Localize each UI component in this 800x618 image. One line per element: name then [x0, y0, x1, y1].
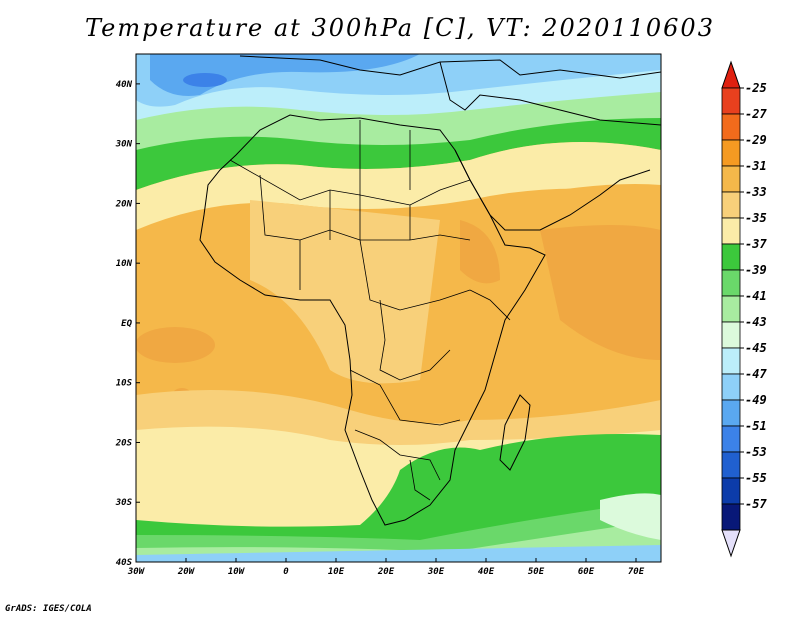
colorbar-swatch	[721, 477, 741, 505]
colorbar-top-arrow	[721, 60, 741, 89]
latitude-labels: 40N 30N 20N 10N EQ 10S 20S 30S 40S	[115, 80, 140, 568]
lat-label: 30N	[115, 140, 133, 150]
lon-label: 50E	[528, 567, 545, 577]
lon-label: 10E	[328, 567, 345, 577]
lon-label: 60E	[578, 567, 595, 577]
colorbar-label: -51	[745, 419, 767, 433]
lon-label: 30W	[127, 567, 146, 577]
coastlines	[199, 55, 661, 526]
lon-label: 20W	[177, 567, 196, 577]
colorbar-label: -33	[745, 185, 767, 199]
lon-label: 10W	[228, 567, 246, 577]
colorbar-label: -27	[745, 107, 767, 121]
colorbar-label: -55	[745, 471, 767, 485]
colorbar-label: -43	[745, 315, 767, 329]
colorbar-swatch	[721, 451, 741, 479]
colorbar-swatch	[721, 243, 741, 271]
colorbar-swatch	[721, 269, 741, 297]
lat-label: 20S	[115, 438, 133, 448]
temperature-field	[136, 54, 661, 562]
lat-label: 10N	[116, 259, 133, 269]
lat-label: 40S	[116, 558, 133, 568]
lon-label: 0	[283, 567, 289, 577]
lat-label: 40N	[116, 80, 133, 90]
colorbar-label: -37	[745, 237, 767, 251]
colorbar-swatch	[721, 425, 741, 453]
colorbar: -25 -27 -29 -31 -33 -35 -37 -39 -41 -43 -45 -47 -49 -…	[721, 60, 767, 558]
colorbar-label: -45	[745, 341, 767, 355]
colorbar-swatch	[721, 399, 741, 427]
lat-label: 30S	[115, 498, 133, 508]
lat-label: 20N	[115, 199, 133, 209]
map-frame	[135, 53, 662, 563]
colorbar-label: -41	[745, 289, 767, 303]
colorbar-label: -35	[745, 211, 767, 225]
colorbar-label: -25	[745, 81, 767, 95]
colorbar-label: -49	[745, 393, 767, 407]
lat-label: 10S	[116, 379, 133, 389]
colorbar-swatch	[721, 191, 741, 219]
colorbar-label: -29	[745, 133, 767, 147]
lon-label: 20E	[377, 567, 395, 577]
colorbar-swatch	[721, 113, 741, 141]
colorbar-swatch	[721, 87, 741, 115]
colorbar-bottom-arrow	[721, 529, 741, 558]
colorbar-swatch	[721, 373, 741, 401]
colorbar-label: -57	[745, 497, 767, 511]
colorbar-swatch	[721, 139, 741, 167]
map-title: Temperature at 300hPa [C], VT: 202011060…	[85, 14, 715, 42]
lon-label: 70E	[628, 567, 645, 577]
colorbar-swatch	[721, 321, 741, 349]
lat-label: EQ	[121, 319, 132, 329]
colorbar-label: -31	[745, 159, 767, 173]
lon-label: 30E	[427, 567, 445, 577]
colorbar-swatch	[721, 295, 741, 323]
country-borders	[229, 120, 511, 501]
colorbar-swatch	[721, 217, 741, 245]
colorbar-label: -47	[745, 367, 767, 381]
credit-label: GrADS: IGES/COLA	[5, 604, 92, 614]
colorbar-swatch	[721, 347, 741, 375]
colorbar-label: -53	[745, 445, 767, 459]
colorbar-swatch	[721, 165, 741, 193]
colorbar-label: -39	[745, 263, 767, 277]
longitude-labels: 30W 20W 10W 0 10E 20E 30E 40E 50E 60E 70E	[127, 558, 645, 577]
colorbar-swatch	[721, 503, 741, 531]
lon-label: 40E	[478, 567, 495, 577]
